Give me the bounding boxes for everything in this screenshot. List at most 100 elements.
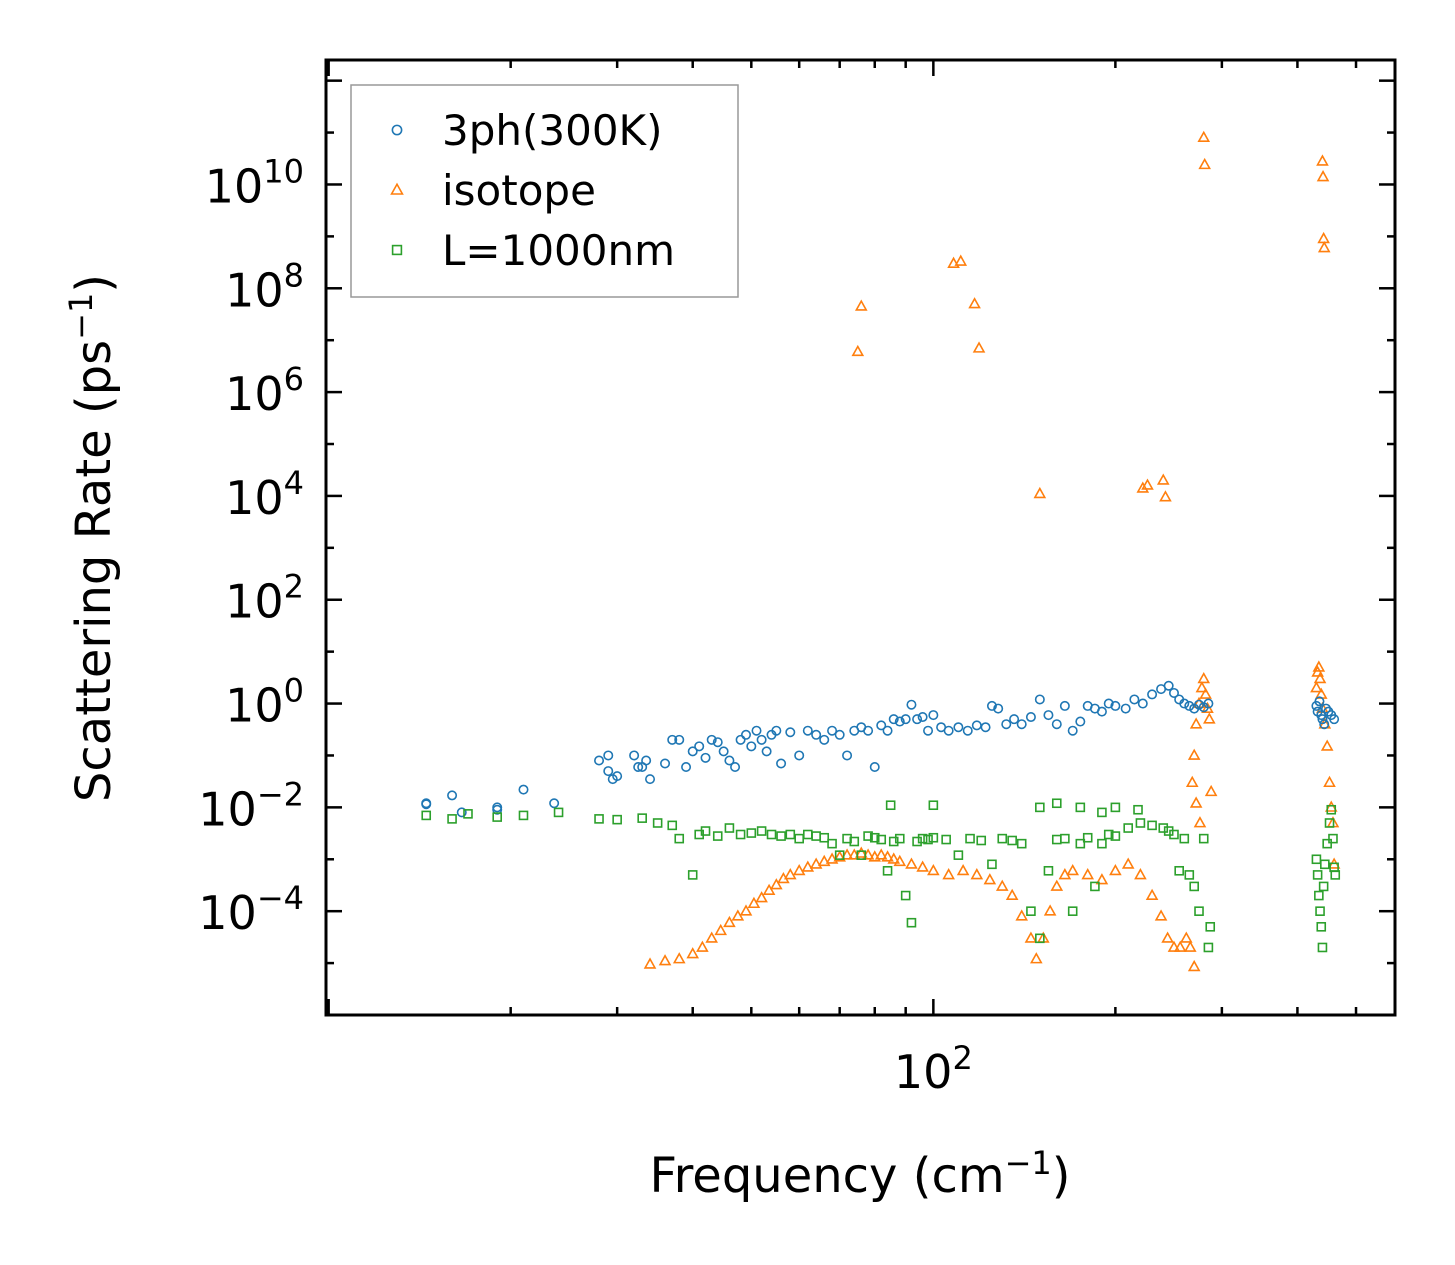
data-point-circle xyxy=(928,710,939,721)
data-point-circle xyxy=(1319,719,1330,730)
data-point-square xyxy=(687,870,698,880)
data-point-triangle xyxy=(881,850,894,862)
data-point-square xyxy=(674,833,685,844)
data-point-triangle xyxy=(1145,888,1159,900)
data-point-square xyxy=(700,826,711,836)
data-point-circle xyxy=(761,746,772,757)
y-tick-label: 104 xyxy=(225,464,304,525)
data-point-square xyxy=(834,850,845,860)
data-point-triangle xyxy=(1134,868,1147,880)
data-point-triangle xyxy=(1324,800,1338,812)
data-point-circle xyxy=(1096,706,1107,717)
data-point-circle xyxy=(1001,719,1012,730)
data-point-triangle xyxy=(1189,796,1203,808)
data-point-square xyxy=(856,850,867,860)
data-point-square xyxy=(1075,838,1086,849)
plot-frame xyxy=(324,58,1397,1017)
data-point-triangle xyxy=(705,931,719,943)
data-point-triangle xyxy=(1316,170,1330,182)
data-point-square xyxy=(885,800,896,811)
data-point-square xyxy=(1158,823,1169,833)
data-point-square xyxy=(1097,838,1107,849)
data-point-square xyxy=(492,812,503,822)
data-point-triangle xyxy=(1159,490,1172,502)
data-point-square xyxy=(594,814,604,824)
legend-label: L=1000nm xyxy=(442,226,675,275)
data-point-square xyxy=(1326,804,1337,815)
data-point-circle xyxy=(633,761,644,772)
data-point-triangle xyxy=(1121,857,1135,869)
data-point-square xyxy=(1016,838,1027,849)
data-point-square xyxy=(1043,865,1054,876)
y-axis-label: Scattering Rate (ps−1) xyxy=(62,274,122,802)
data-point-triangle xyxy=(1312,660,1326,672)
data-point-square xyxy=(1097,807,1107,818)
data-point-square xyxy=(1311,854,1322,865)
data-point-circle xyxy=(802,725,813,736)
legend-label: 3ph(300K) xyxy=(442,106,662,155)
data-point-circle xyxy=(746,741,757,752)
data-point-square xyxy=(906,917,917,928)
data-point-square xyxy=(447,814,457,824)
data-point-triangle xyxy=(1081,868,1095,880)
data-point-circle xyxy=(730,761,741,772)
data-point-circle xyxy=(667,734,678,745)
data-point-square xyxy=(1051,798,1062,809)
data-point-square xyxy=(652,818,663,828)
data-point-triangle xyxy=(792,863,806,876)
data-point-triangle xyxy=(1024,931,1038,943)
series-triangle xyxy=(643,130,1341,972)
data-point-square xyxy=(1169,829,1179,840)
data-point-triangle xyxy=(1179,931,1193,943)
data-point-square xyxy=(1133,804,1143,815)
data-point-square xyxy=(1312,870,1323,880)
data-point-triangle xyxy=(1317,241,1331,253)
y-tick-label: 102 xyxy=(225,568,304,629)
data-point-square xyxy=(785,829,796,840)
data-point-square xyxy=(912,836,922,847)
data-point-square xyxy=(869,832,880,843)
data-point-square xyxy=(1135,818,1146,828)
data-point-square xyxy=(1194,906,1204,916)
data-point-circle xyxy=(882,725,893,736)
data-point-square xyxy=(953,850,964,860)
data-point-circle xyxy=(1203,698,1214,709)
data-point-square xyxy=(1328,833,1338,844)
data-point-triangle xyxy=(770,878,783,890)
data-point-square xyxy=(1075,802,1086,813)
data-point-square xyxy=(1110,831,1121,841)
data-point-triangle xyxy=(1005,888,1019,900)
y-tick-label: 1010 xyxy=(205,152,304,213)
data-point-triangle xyxy=(995,879,1009,891)
data-point-circle xyxy=(674,734,685,745)
data-point-circle xyxy=(785,727,796,738)
data-point-triangle xyxy=(1030,952,1043,964)
data-point-triangle xyxy=(1156,473,1170,485)
data-point-triangle xyxy=(1204,784,1218,797)
data-point-square xyxy=(735,829,746,840)
data-point-triangle xyxy=(739,904,753,916)
data-point-triangle xyxy=(893,854,907,867)
data-point-triangle xyxy=(1161,931,1174,943)
data-point-triangle xyxy=(747,896,761,909)
data-point-square xyxy=(894,833,905,844)
data-point-circle xyxy=(771,725,782,736)
data-point-triangle xyxy=(1066,863,1080,876)
legend-marker-circle xyxy=(391,124,403,136)
y-tick-label: 10−4 xyxy=(198,879,304,940)
data-point-square xyxy=(1067,906,1078,916)
data-point-square xyxy=(900,890,911,901)
data-point-circle xyxy=(917,712,928,723)
data-point-square xyxy=(1035,802,1045,813)
data-point-triangle xyxy=(686,947,700,959)
data-point-triangle xyxy=(851,344,865,357)
data-point-circle xyxy=(827,725,838,736)
x-axis-tick-labels: 102 xyxy=(894,1039,973,1099)
data-point-triangle xyxy=(1095,873,1109,885)
data-point-triangle xyxy=(1141,478,1154,490)
data-point-triangle xyxy=(658,954,672,966)
data-point-triangle xyxy=(817,854,831,867)
data-point-square xyxy=(876,834,887,845)
data-point-square xyxy=(518,810,529,821)
data-point-square xyxy=(987,859,997,870)
